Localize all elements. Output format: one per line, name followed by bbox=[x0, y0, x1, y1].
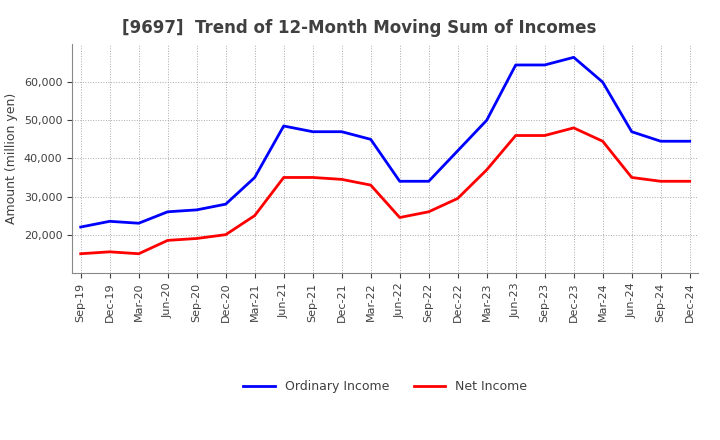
Ordinary Income bbox=[570, 55, 578, 60]
Net Income bbox=[105, 249, 114, 254]
Ordinary Income bbox=[424, 179, 433, 184]
Net Income bbox=[279, 175, 288, 180]
Net Income bbox=[366, 183, 375, 188]
Net Income bbox=[627, 175, 636, 180]
Ordinary Income bbox=[105, 219, 114, 224]
Net Income bbox=[251, 213, 259, 218]
Net Income bbox=[308, 175, 317, 180]
Ordinary Income bbox=[685, 139, 694, 144]
Net Income bbox=[570, 125, 578, 131]
Ordinary Income bbox=[511, 62, 520, 68]
Ordinary Income bbox=[221, 202, 230, 207]
Ordinary Income bbox=[598, 80, 607, 85]
Ordinary Income bbox=[657, 139, 665, 144]
Net Income bbox=[454, 196, 462, 201]
Net Income bbox=[657, 179, 665, 184]
Net Income bbox=[221, 232, 230, 237]
Ordinary Income bbox=[395, 179, 404, 184]
Ordinary Income bbox=[135, 220, 143, 226]
Line: Ordinary Income: Ordinary Income bbox=[81, 57, 690, 227]
Line: Net Income: Net Income bbox=[81, 128, 690, 254]
Ordinary Income bbox=[454, 148, 462, 154]
Y-axis label: Amount (million yen): Amount (million yen) bbox=[5, 93, 18, 224]
Ordinary Income bbox=[366, 137, 375, 142]
Net Income bbox=[163, 238, 172, 243]
Ordinary Income bbox=[482, 117, 491, 123]
Ordinary Income bbox=[308, 129, 317, 134]
Net Income bbox=[395, 215, 404, 220]
Net Income bbox=[135, 251, 143, 257]
Net Income bbox=[192, 236, 201, 241]
Net Income bbox=[598, 139, 607, 144]
Ordinary Income bbox=[251, 175, 259, 180]
Text: [9697]  Trend of 12-Month Moving Sum of Incomes: [9697] Trend of 12-Month Moving Sum of I… bbox=[122, 19, 596, 37]
Net Income bbox=[482, 167, 491, 172]
Ordinary Income bbox=[163, 209, 172, 214]
Ordinary Income bbox=[192, 207, 201, 213]
Ordinary Income bbox=[627, 129, 636, 134]
Ordinary Income bbox=[338, 129, 346, 134]
Net Income bbox=[541, 133, 549, 138]
Net Income bbox=[685, 179, 694, 184]
Ordinary Income bbox=[541, 62, 549, 68]
Net Income bbox=[76, 251, 85, 257]
Ordinary Income bbox=[279, 123, 288, 128]
Ordinary Income bbox=[76, 224, 85, 230]
Net Income bbox=[338, 177, 346, 182]
Legend: Ordinary Income, Net Income: Ordinary Income, Net Income bbox=[238, 375, 532, 398]
Net Income bbox=[511, 133, 520, 138]
Net Income bbox=[424, 209, 433, 214]
